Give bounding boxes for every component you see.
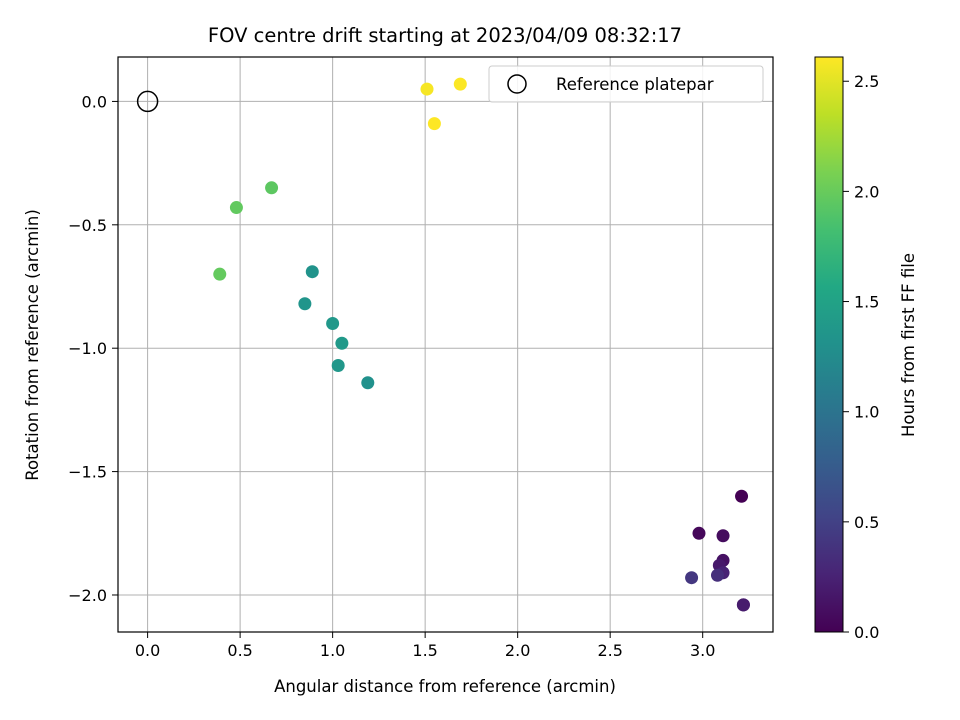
y-axis-label: Rotation from reference (arcmin) (23, 209, 42, 481)
chart-title: FOV centre drift starting at 2023/04/09 … (208, 24, 682, 47)
legend: Reference platepar (488, 65, 764, 103)
data-point (453, 77, 467, 91)
data-point (298, 297, 312, 311)
y-tick-label: −1.5 (68, 463, 107, 482)
x-tick-label: 1.5 (412, 641, 437, 660)
colorbar-tick-label: 1.0 (854, 403, 879, 422)
legend-entry-reference: Reference platepar (556, 75, 714, 94)
y-tick-label: −0.5 (68, 216, 107, 235)
colorbar-tick-label: 2.0 (854, 182, 879, 201)
data-point (735, 489, 749, 503)
grid-lines (118, 57, 773, 632)
x-tick-label: 0.0 (135, 641, 160, 660)
x-tick-label: 2.0 (505, 641, 530, 660)
data-point (335, 336, 349, 350)
x-tick-label: 3.0 (690, 641, 715, 660)
reference-platepar-marker (136, 90, 159, 113)
data-point (305, 265, 319, 279)
x-tick-label: 1.0 (320, 641, 345, 660)
legend-frame (488, 65, 764, 103)
y-tick-label: −2.0 (68, 586, 107, 605)
legend-reference-marker (507, 74, 527, 94)
colorbar-tick-label: 2.5 (854, 72, 879, 91)
plot-frame (117, 56, 774, 633)
x-axis-label: Angular distance from reference (arcmin) (274, 677, 616, 696)
data-point (427, 117, 441, 131)
data-point (685, 571, 699, 585)
data-point (736, 598, 750, 612)
data-point (326, 317, 340, 331)
x-tick-label: 0.5 (227, 641, 252, 660)
data-point (710, 568, 724, 582)
colorbar-tick-label: 1.5 (854, 293, 879, 312)
data-point (331, 358, 345, 372)
data-points (136, 77, 750, 612)
data-point (420, 82, 434, 96)
colorbar-gradient (814, 56, 844, 633)
data-point (361, 376, 375, 390)
plot-axes: 0.0 0.5 1.0 1.5 2.0 2.5 3.0 0.0 −0.5 −1.0 −1.5 −2.0 (68, 56, 774, 660)
colorbar: Hours from first FF file 0.0 0.5 1.0 1.5 2.0… (814, 56, 918, 642)
y-tick-label: 0.0 (82, 92, 107, 111)
x-tick-label: 2.5 (597, 641, 622, 660)
data-point (229, 201, 243, 215)
colorbar-tick-label: 0.0 (854, 623, 879, 642)
data-point (213, 267, 227, 281)
data-point (692, 526, 706, 540)
data-point (265, 181, 279, 195)
colorbar-label: Hours from first FF file (899, 253, 918, 437)
y-tick-label: −1.0 (68, 339, 107, 358)
data-point (716, 529, 730, 543)
colorbar-tick-label: 0.5 (854, 513, 879, 532)
